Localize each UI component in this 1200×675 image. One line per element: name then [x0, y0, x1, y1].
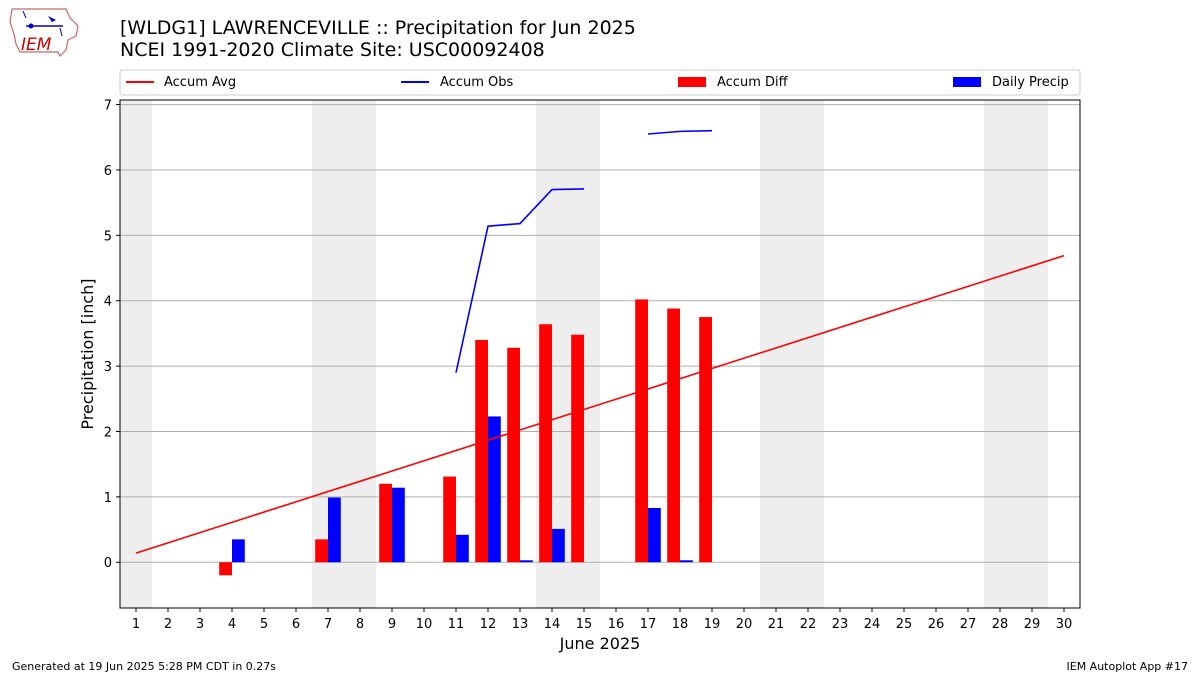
x-tick-label-27: 27	[960, 617, 977, 632]
x-tick-label-19: 19	[704, 617, 721, 632]
y-axis-label: Precipitation [inch]	[78, 278, 97, 429]
x-tick-label-8: 8	[356, 617, 364, 632]
daily-precip-bar-7	[328, 497, 341, 563]
accum-diff-bar-7	[315, 539, 328, 563]
chart-title: [WLDG1] LAWRENCEVILLE :: Precipitation f…	[120, 17, 636, 61]
weekend-shade-1	[120, 100, 152, 608]
accum-avg-line	[135, 254, 1065, 554]
x-tick-label-7: 7	[324, 617, 332, 632]
daily-precip-bar-17	[648, 507, 661, 563]
footer-app: IEM Autoplot App #17	[1066, 660, 1189, 673]
accum-diff-bar-15	[571, 334, 584, 563]
x-tick-label-21: 21	[768, 617, 785, 632]
accum-diff-bar-9	[379, 483, 392, 563]
legend-avg-label: Accum Avg	[164, 75, 236, 90]
chart-title-line2: NCEI 1991-2020 Climate Site: USC00092408	[120, 39, 545, 61]
accum-diff-bar-19	[699, 317, 712, 563]
x-tick-label-13: 13	[512, 617, 529, 632]
x-tick-label-26: 26	[928, 617, 945, 632]
legend-daily-swatch	[953, 77, 981, 87]
x-tick-label-20: 20	[736, 617, 753, 632]
y-tick-label-3: 3	[104, 360, 112, 375]
x-tick-label-18: 18	[672, 617, 689, 632]
accum-diff-bar-18	[667, 308, 680, 563]
y-tick-label-2: 2	[104, 425, 112, 440]
x-tick-label-11: 11	[448, 617, 465, 632]
x-tick-label-12: 12	[480, 617, 497, 632]
daily-precip-bar-12	[488, 416, 501, 563]
y-tick-label-1: 1	[104, 491, 112, 506]
legend-obs-label: Accum Obs	[440, 75, 513, 90]
plot-frame	[119, 99, 1081, 609]
x-tick-label-10: 10	[416, 617, 433, 632]
iem-logo: IEM	[9, 8, 79, 58]
daily-precip-bar-4	[232, 539, 245, 563]
footer-generated: Generated at 19 Jun 2025 5:28 PM CDT in …	[12, 660, 277, 673]
legend-diff-swatch	[678, 77, 706, 87]
y-tick-label-4: 4	[104, 295, 112, 310]
x-tick-label-9: 9	[388, 617, 396, 632]
y-tick-label-0: 0	[104, 556, 112, 571]
x-tick-label-17: 17	[640, 617, 657, 632]
accum-diff-bar-12	[475, 339, 488, 563]
x-tick-label-23: 23	[832, 617, 849, 632]
y-tick-label-5: 5	[104, 229, 112, 244]
weekend-shade-21	[760, 100, 792, 608]
accum-diff-bar-14	[539, 324, 552, 563]
x-tick-label-1: 1	[132, 617, 140, 632]
x-tick-label-30: 30	[1056, 617, 1073, 632]
accum-diff-bar-11	[443, 476, 456, 563]
x-tick-label-22: 22	[800, 617, 817, 632]
x-tick-label-15: 15	[576, 617, 593, 632]
weekend-shade-8	[344, 100, 376, 608]
weekend-shade-29	[1016, 100, 1048, 608]
x-axis-label: June 2025	[559, 634, 641, 653]
daily-precip-bar-9	[392, 487, 405, 563]
accum-obs-line-2	[647, 129, 713, 135]
weekend-shade-28	[984, 100, 1016, 608]
x-tick-label-3: 3	[196, 617, 204, 632]
legend-diff-label: Accum Diff	[717, 75, 789, 90]
daily-precip-bar-13	[520, 560, 533, 563]
daily-precip-bar-14	[552, 528, 565, 563]
y-tick-label-6: 6	[104, 164, 112, 179]
svg-text:IEM: IEM	[21, 35, 52, 55]
legend-daily-label: Daily Precip	[992, 75, 1069, 90]
x-tick-label-6: 6	[292, 617, 300, 632]
y-tick-label-7: 7	[104, 99, 112, 114]
chart-title-line1: [WLDG1] LAWRENCEVILLE :: Precipitation f…	[120, 17, 636, 39]
x-tick-label-25: 25	[896, 617, 913, 632]
accum-diff-bar-13	[507, 347, 520, 563]
x-tick-label-29: 29	[1024, 617, 1041, 632]
x-tick-label-24: 24	[864, 617, 881, 632]
accum-obs-line-1	[455, 188, 585, 373]
accum-diff-bar-17	[635, 299, 648, 563]
x-tick-label-2: 2	[164, 617, 172, 632]
x-tick-label-14: 14	[544, 617, 561, 632]
accum-diff-bar-4	[219, 562, 232, 576]
legend: Accum Avg Accum Obs Accum Diff Daily Pre…	[119, 69, 1081, 96]
x-tick-label-16: 16	[608, 617, 625, 632]
x-tick-label-28: 28	[992, 617, 1009, 632]
x-tick-label-5: 5	[260, 617, 268, 632]
daily-precip-bar-18	[680, 560, 693, 563]
daily-precip-bar-11	[456, 534, 469, 563]
weekend-shade-22	[792, 100, 824, 608]
x-tick-label-4: 4	[228, 617, 236, 632]
